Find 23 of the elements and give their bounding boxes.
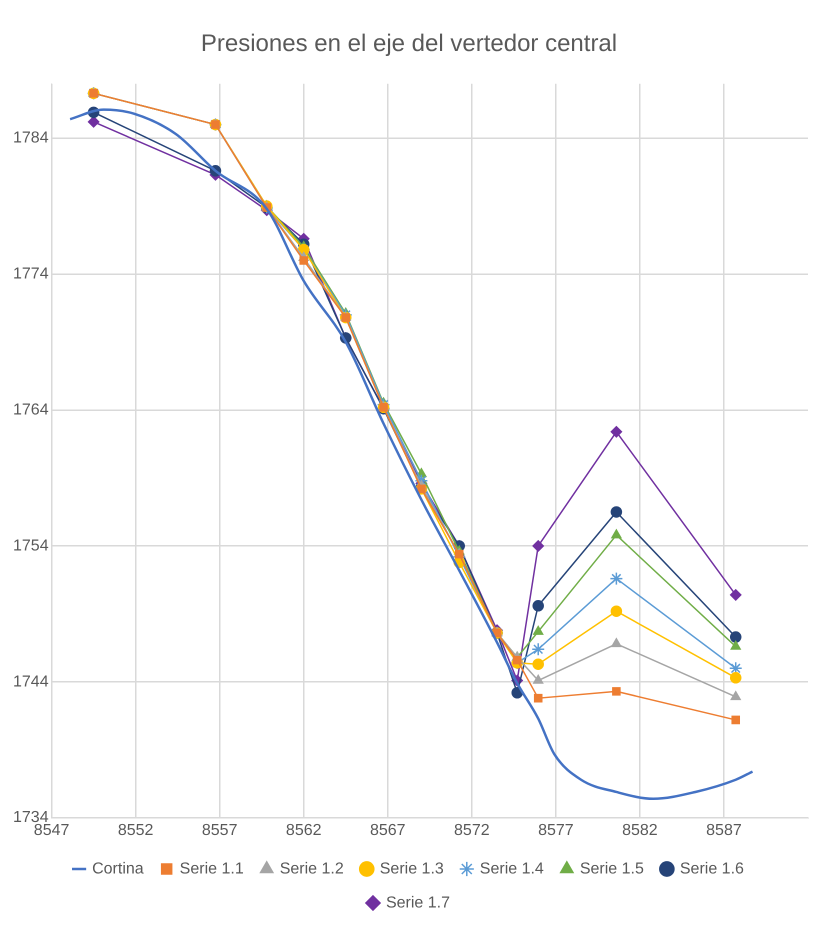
legend-label: Serie 1.3 [380, 860, 444, 878]
chart-title: Presiones en el eje del vertedor central [200, 30, 618, 58]
legend-label: Serie 1.7 [386, 894, 450, 912]
x-tick-label: 8557 [202, 822, 238, 839]
x-tick-label: 8567 [370, 822, 406, 839]
legend-label: Cortina [92, 860, 144, 878]
x-tick-label: 8577 [538, 822, 574, 839]
x-tick-label: 8547 [34, 822, 70, 839]
y-tick-label: 1744 [13, 673, 49, 690]
y-tick-label: 1784 [13, 130, 49, 147]
y-tick-label: 1774 [13, 266, 49, 283]
legend-label: Serie 1.2 [280, 860, 344, 878]
x-tick-label: 8572 [454, 822, 490, 839]
y-tick-label: 1764 [13, 401, 49, 418]
legend-label: Serie 1.6 [680, 860, 744, 878]
legend-label: Serie 1.4 [480, 860, 544, 878]
x-tick-label: 8562 [286, 822, 322, 839]
x-tick-label: 8582 [622, 822, 658, 839]
x-tick-label: 8552 [118, 822, 154, 839]
legend-label: Serie 1.5 [580, 860, 644, 878]
x-tick-label: 8587 [706, 822, 742, 839]
y-tick-label: 1754 [13, 537, 49, 554]
legend-label: Serie 1.1 [180, 860, 244, 878]
